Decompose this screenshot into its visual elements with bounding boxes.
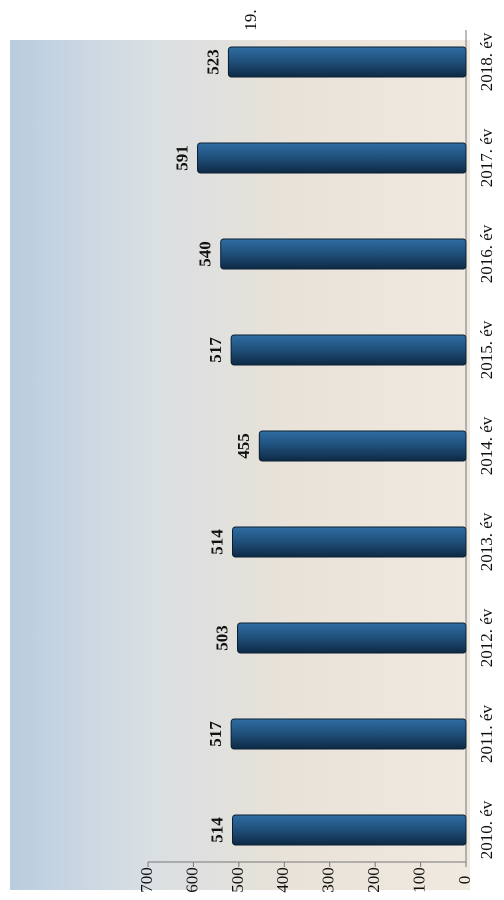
x-tick-label: 2012. év <box>477 608 496 667</box>
value-label: 540 <box>196 241 215 267</box>
y-tick-label: 700 <box>137 867 156 893</box>
bar <box>258 430 467 462</box>
value-label: 514 <box>207 529 226 555</box>
x-tick-label: 2016. év <box>477 224 496 283</box>
x-tick-label: 2017. év <box>477 128 496 187</box>
bar <box>220 238 467 270</box>
x-tick-label: 2015. év <box>477 320 496 379</box>
bar <box>197 142 467 174</box>
bar <box>236 622 467 654</box>
x-tick-label: 2018. év <box>477 32 496 91</box>
value-label: 514 <box>207 817 226 843</box>
x-tick-label: 2010. év <box>477 800 496 859</box>
x-tick-label: 2013. év <box>477 512 496 571</box>
y-tick-label: 100 <box>409 867 428 893</box>
y-tick-label: 0 <box>455 876 474 885</box>
value-label: 503 <box>212 625 231 651</box>
value-label: 517 <box>206 721 225 747</box>
x-tick-label: 2011. év <box>477 705 496 763</box>
value-label: 455 <box>234 433 253 459</box>
y-tick-label: 400 <box>273 867 292 893</box>
bar <box>230 334 467 366</box>
y-tick-label: 300 <box>319 867 338 893</box>
bar <box>231 526 467 558</box>
x-tick-label: 2014. év <box>477 416 496 475</box>
bar <box>230 718 467 750</box>
y-tick-label: 600 <box>182 867 201 893</box>
value-label: 517 <box>206 337 225 363</box>
y-tick-label: 500 <box>228 867 247 893</box>
bar <box>227 46 467 78</box>
value-label: 591 <box>172 145 191 171</box>
y-tick-label: 200 <box>364 867 383 893</box>
bar <box>231 814 467 846</box>
page-number: 19. <box>241 9 260 30</box>
value-label: 523 <box>203 49 222 75</box>
